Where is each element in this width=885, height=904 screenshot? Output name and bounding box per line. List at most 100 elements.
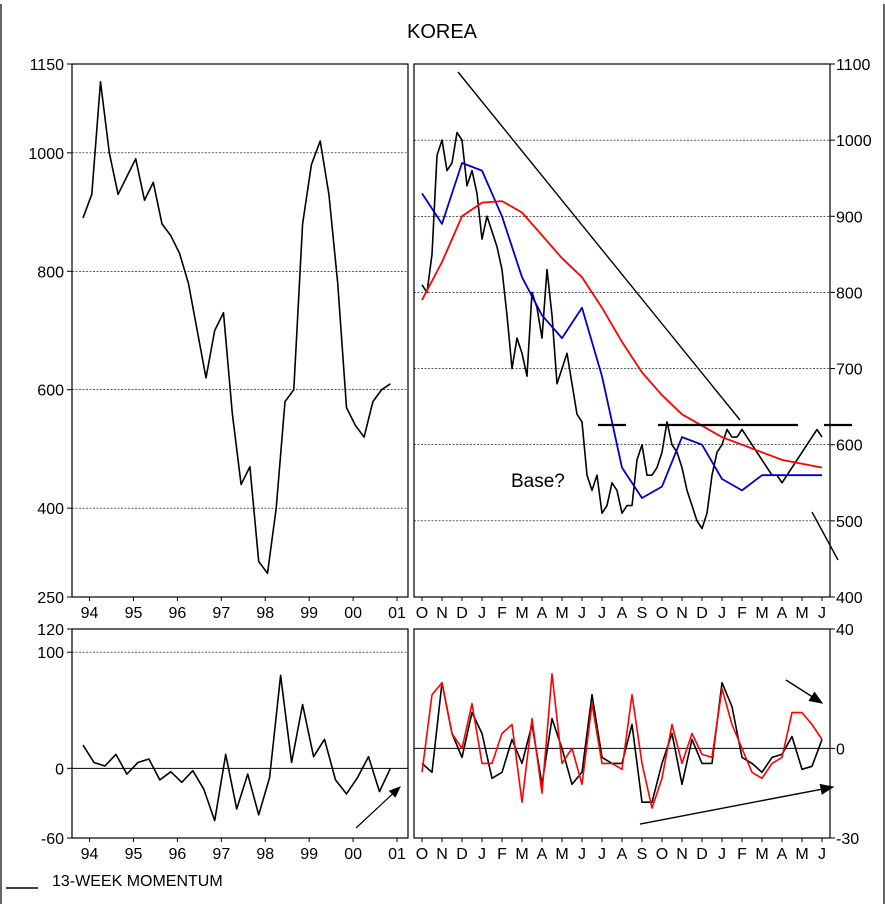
footer-label: 13-WEEK MOMENTUM: [52, 873, 223, 890]
support-trend-line: [811, 511, 839, 561]
x-tick-label: N: [676, 846, 688, 863]
x-tick-label: 99: [300, 605, 318, 622]
downtrend-line: [457, 71, 741, 421]
panel-recent-price: [413, 63, 831, 598]
x-tick-label: O: [416, 605, 428, 622]
x-tick-label: M: [515, 846, 528, 863]
x-tick-label: 00: [344, 846, 362, 863]
momentum-up-arrow-right: [639, 783, 835, 825]
y-tick-label: 120: [37, 622, 64, 639]
panel-long-term-momentum: [71, 628, 409, 839]
y-tick-label: 250: [37, 590, 64, 607]
x-tick-label: 00: [344, 605, 362, 622]
x-tick-label: S: [637, 846, 648, 863]
x-tick-label: J: [818, 846, 826, 863]
x-tick-label: 96: [169, 605, 187, 622]
x-tick-label: J: [578, 846, 586, 863]
panel-long-term-price: [71, 63, 409, 598]
x-tick-label: O: [656, 605, 668, 622]
chart-title: KOREA: [407, 21, 478, 43]
x-tick-label: N: [676, 605, 688, 622]
base-annotation: Base?: [511, 471, 565, 492]
y-tick-label: 600: [37, 383, 64, 400]
x-tick-label: D: [456, 846, 468, 863]
y-tick-label: 1150: [30, 57, 65, 74]
series-line-0: [82, 674, 392, 822]
series-line-0: [421, 681, 823, 804]
x-tick-label: O: [416, 846, 428, 863]
series-line-1: [421, 162, 822, 499]
x-tick-label: M: [755, 605, 768, 622]
x-tick-label: 95: [125, 605, 143, 622]
y-tick-label: 40: [836, 622, 854, 639]
x-tick-label: J: [598, 605, 606, 622]
x-tick-label: 96: [169, 846, 187, 863]
y-tick-label: 800: [37, 264, 64, 281]
y-tick-label: 1000: [836, 133, 872, 150]
long-term-momentum-plot: -60 0 100 120 94 95 96 97 98 99 00 01: [37, 622, 408, 863]
y-tick-label: -30: [836, 831, 859, 848]
x-tick-label: A: [537, 846, 548, 863]
x-tick-label: F: [737, 605, 747, 622]
y-tick-label: -60: [41, 831, 64, 848]
x-tick-label: A: [617, 846, 628, 863]
x-tick-label: J: [718, 846, 726, 863]
x-tick-label: 97: [212, 605, 230, 622]
y-tick-label: 0: [836, 741, 845, 758]
long-term-price-plot: 250 400 600 800 1000 1150 94 95 96 97 98 99 00 01: [28, 57, 408, 622]
x-tick-label: M: [795, 605, 808, 622]
x-tick-label: D: [696, 605, 708, 622]
x-tick-label: J: [818, 605, 826, 622]
x-tick-label: A: [537, 605, 548, 622]
y-tick-label: 800: [836, 285, 863, 302]
x-tick-label: A: [777, 846, 788, 863]
x-tick-label: J: [478, 605, 486, 622]
y-tick-label: 700: [836, 362, 863, 379]
x-tick-label: N: [436, 605, 448, 622]
x-tick-label: A: [777, 605, 788, 622]
x-tick-label: 94: [81, 846, 99, 863]
y-tick-label: 400: [836, 590, 863, 607]
x-tick-label: A: [617, 605, 628, 622]
x-tick-label: M: [555, 846, 568, 863]
x-tick-label: N: [436, 846, 448, 863]
x-tick-label: 98: [256, 846, 274, 863]
y-tick-label: 1000: [28, 146, 64, 163]
x-tick-label: M: [755, 846, 768, 863]
x-tick-label: 01: [388, 846, 406, 863]
momentum-down-arrow-right: [785, 679, 824, 704]
x-tick-label: S: [637, 605, 648, 622]
series-line-0: [82, 81, 391, 575]
x-tick-label: J: [718, 605, 726, 622]
y-tick-label: 900: [836, 209, 863, 226]
y-tick-label: 600: [836, 438, 863, 455]
y-tick-label: 0: [55, 761, 64, 778]
x-tick-label: M: [795, 846, 808, 863]
x-tick-label: 98: [256, 605, 274, 622]
x-tick-label: J: [598, 846, 606, 863]
x-tick-label: M: [515, 605, 528, 622]
momentum-up-arrow-left: [355, 786, 401, 829]
x-tick-label: 95: [125, 846, 143, 863]
y-tick-label: 1100: [836, 57, 871, 74]
series-line-2: [421, 200, 823, 469]
series-line-1: [421, 672, 823, 809]
x-tick-label: D: [696, 846, 708, 863]
y-tick-label: 100: [37, 645, 64, 662]
x-tick-label: J: [578, 605, 586, 622]
x-tick-label: 01: [388, 605, 406, 622]
x-tick-label: 97: [212, 846, 230, 863]
x-tick-label: D: [456, 605, 468, 622]
x-tick-label: F: [737, 846, 747, 863]
x-tick-label: O: [656, 846, 668, 863]
x-tick-label: 94: [81, 605, 99, 622]
x-tick-label: M: [555, 605, 568, 622]
x-tick-label: J: [478, 846, 486, 863]
x-tick-label: F: [497, 846, 507, 863]
y-tick-label: 400: [37, 501, 64, 518]
x-tick-label: F: [497, 605, 507, 622]
y-tick-label: 500: [836, 514, 863, 531]
